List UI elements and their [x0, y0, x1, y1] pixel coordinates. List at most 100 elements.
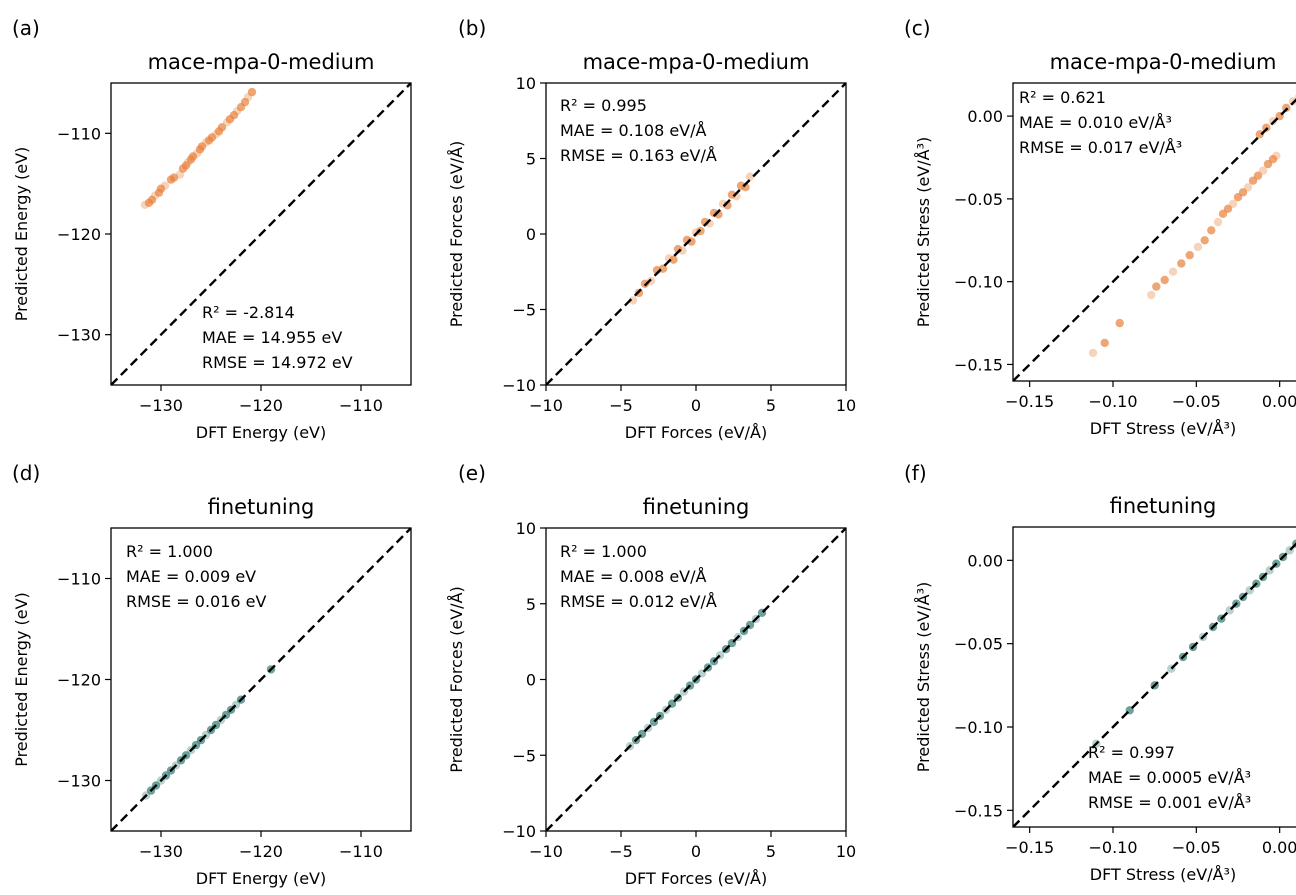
data-point — [169, 173, 179, 182]
data-point — [1268, 155, 1278, 164]
panel-b: (b) mace-mpa-0-medium −10 −5 0 5 10 10 5 0 −5 −10 DF… — [447, 16, 856, 442]
data-point — [197, 142, 207, 151]
stats-line: MAE = 0.009 eV — [126, 567, 256, 586]
x-axis-label: DFT Forces (eV/Å) — [625, 869, 767, 888]
data-point — [1253, 171, 1263, 180]
data-point — [156, 184, 166, 193]
x-tick-label: 10 — [836, 396, 856, 415]
panel-label: (b) — [458, 16, 486, 40]
y-tick-label: 0 — [526, 671, 536, 690]
x-axis-label: DFT Energy (eV) — [196, 423, 326, 442]
data-point — [1152, 282, 1161, 291]
y-tick-label: 10 — [516, 519, 536, 538]
y-tick-label: −10 — [502, 822, 536, 841]
y-tick-label: −0.10 — [954, 273, 1003, 292]
panel-label: (e) — [458, 461, 486, 485]
data-point — [1177, 259, 1186, 268]
data-point — [1223, 204, 1233, 213]
reference-line — [111, 83, 411, 385]
x-tick-label: −5 — [609, 842, 633, 861]
x-tick-label: 10 — [836, 842, 856, 861]
data-points — [1088, 94, 1296, 358]
data-point — [669, 255, 678, 264]
data-point — [1228, 199, 1238, 209]
y-tick-label: 5 — [526, 595, 536, 614]
y-tick-label: −130 — [57, 326, 101, 345]
y-tick-label: 0 — [526, 225, 536, 244]
panel-c: (c) mace-mpa-0-medium −0.15 −0.10 −0.05 0.00 0… — [904, 16, 1296, 438]
data-point — [240, 97, 250, 107]
reference-line — [546, 83, 846, 385]
y-tick-label: −110 — [57, 570, 101, 589]
data-point — [147, 195, 157, 204]
data-point — [247, 87, 257, 97]
x-tick-label: −120 — [239, 842, 283, 861]
y-tick-label: 0.00 — [967, 551, 1003, 570]
plot-title: mace-mpa-0-medium — [1050, 50, 1277, 74]
y-tick-label: −0.15 — [954, 801, 1003, 820]
y-axis-label: Predicted Stress (eV/Å³) — [914, 582, 933, 772]
y-tick-label: −10 — [502, 376, 536, 395]
x-tick-label: −0.05 — [1172, 392, 1221, 411]
x-tick-label: 0.00 — [1262, 838, 1296, 857]
x-tick-label: 5 — [766, 396, 776, 415]
data-point — [188, 152, 198, 161]
data-point — [1272, 151, 1281, 160]
stats-line: RMSE = 0.163 eV/Å — [560, 146, 717, 165]
reference-line — [1013, 98, 1296, 381]
x-tick-label: −120 — [239, 396, 283, 415]
stats-line: RMSE = 14.972 eV — [202, 353, 353, 372]
panel-e: (e) finetuning −10 −5 0 5 10 10 5 0 −5 −10 DFT Force… — [447, 461, 856, 888]
data-point — [1147, 290, 1156, 300]
panel-d: (d) finetuning −130 −120 −110 −110 −120 −130 DFT… — [12, 461, 412, 888]
panel-label: (f) — [904, 461, 927, 485]
x-tick-label: −0.10 — [1088, 392, 1137, 411]
data-point — [1213, 217, 1223, 227]
plot-title: finetuning — [208, 495, 315, 519]
stats-line: MAE = 0.0005 eV/Å³ — [1088, 768, 1251, 787]
y-axis-label: Predicted Energy (eV) — [12, 147, 31, 322]
y-tick-label: −120 — [57, 225, 101, 244]
data-point — [678, 246, 687, 255]
data-point — [1207, 226, 1216, 235]
x-axis-label: DFT Stress (eV/Å³) — [1090, 865, 1236, 884]
y-tick-label: −0.15 — [954, 355, 1003, 374]
plot-title: finetuning — [643, 495, 750, 519]
data-point — [1282, 103, 1291, 113]
y-axis-label: Predicted Forces (eV/Å) — [447, 141, 466, 328]
data-point — [628, 296, 638, 305]
plot-title: finetuning — [1110, 494, 1217, 518]
y-tick-label: 10 — [516, 74, 536, 93]
stats-line: RMSE = 0.001 eV/Å³ — [1088, 793, 1251, 812]
data-points — [628, 172, 755, 305]
y-tick-label: −120 — [57, 671, 101, 690]
data-point — [1088, 348, 1098, 358]
panel-a: (a) mace-mpa-0-medium −130 −120 −110 −110 −120… — [12, 16, 412, 442]
x-tick-label: −110 — [339, 396, 383, 415]
x-tick-label: −0.15 — [1005, 392, 1054, 411]
data-point — [229, 111, 239, 120]
stats-line: MAE = 0.010 eV/Å³ — [1019, 113, 1172, 132]
y-tick-label: 5 — [526, 150, 536, 169]
y-tick-label: −130 — [57, 772, 101, 791]
x-tick-label: −0.10 — [1088, 838, 1137, 857]
x-tick-label: −5 — [609, 396, 633, 415]
x-axis-label: DFT Forces (eV/Å) — [625, 423, 767, 442]
data-point — [1200, 236, 1209, 245]
x-tick-label: 0.00 — [1262, 392, 1296, 411]
y-tick-label: −0.05 — [954, 635, 1003, 654]
stats-line: MAE = 14.955 eV — [202, 328, 342, 347]
data-point — [1115, 318, 1124, 328]
data-point — [160, 181, 170, 190]
x-tick-label: 5 — [766, 842, 776, 861]
x-axis-label: DFT Stress (eV/Å³) — [1090, 419, 1236, 438]
y-axis-label: Predicted Forces (eV/Å) — [447, 586, 466, 773]
data-point — [217, 123, 227, 132]
x-tick-label: −0.15 — [1005, 838, 1054, 857]
panel-label: (a) — [12, 16, 40, 40]
stats-line: MAE = 0.008 eV/Å — [560, 567, 707, 586]
x-tick-label: 0 — [691, 842, 701, 861]
x-tick-label: −130 — [139, 842, 183, 861]
y-tick-label: −5 — [512, 301, 536, 320]
stats-line: MAE = 0.108 eV/Å — [560, 121, 707, 140]
